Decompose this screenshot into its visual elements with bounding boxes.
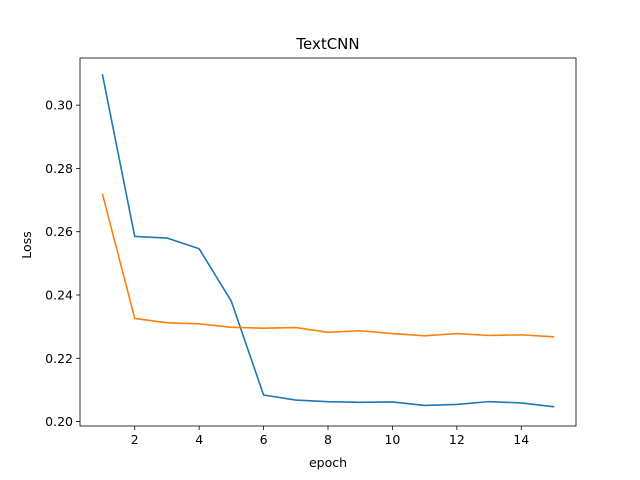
y-tick-label: 0.20 xyxy=(45,414,73,429)
series-line-1 xyxy=(101,74,555,408)
y-tick-label: 0.30 xyxy=(45,98,73,113)
chart-title: TextCNN xyxy=(295,35,359,53)
x-tick-label: 4 xyxy=(195,432,203,447)
y-tick-label: 0.24 xyxy=(45,288,73,303)
y-tick-label: 0.28 xyxy=(45,161,73,176)
x-tick-label: 12 xyxy=(449,432,465,447)
y-tick-label: 0.26 xyxy=(45,224,73,239)
y-tick-label: 0.22 xyxy=(45,351,73,366)
plot-frame xyxy=(79,57,577,427)
x-tick-label: 8 xyxy=(324,432,332,447)
series-line-2 xyxy=(101,193,555,338)
x-tick-label: 14 xyxy=(513,432,529,447)
x-tick-label: 2 xyxy=(131,432,139,447)
y-axis-label: Loss xyxy=(19,231,34,258)
x-tick-label: 10 xyxy=(384,432,400,447)
x-tick-label: 6 xyxy=(260,432,268,447)
x-axis-label: epoch xyxy=(309,455,347,470)
